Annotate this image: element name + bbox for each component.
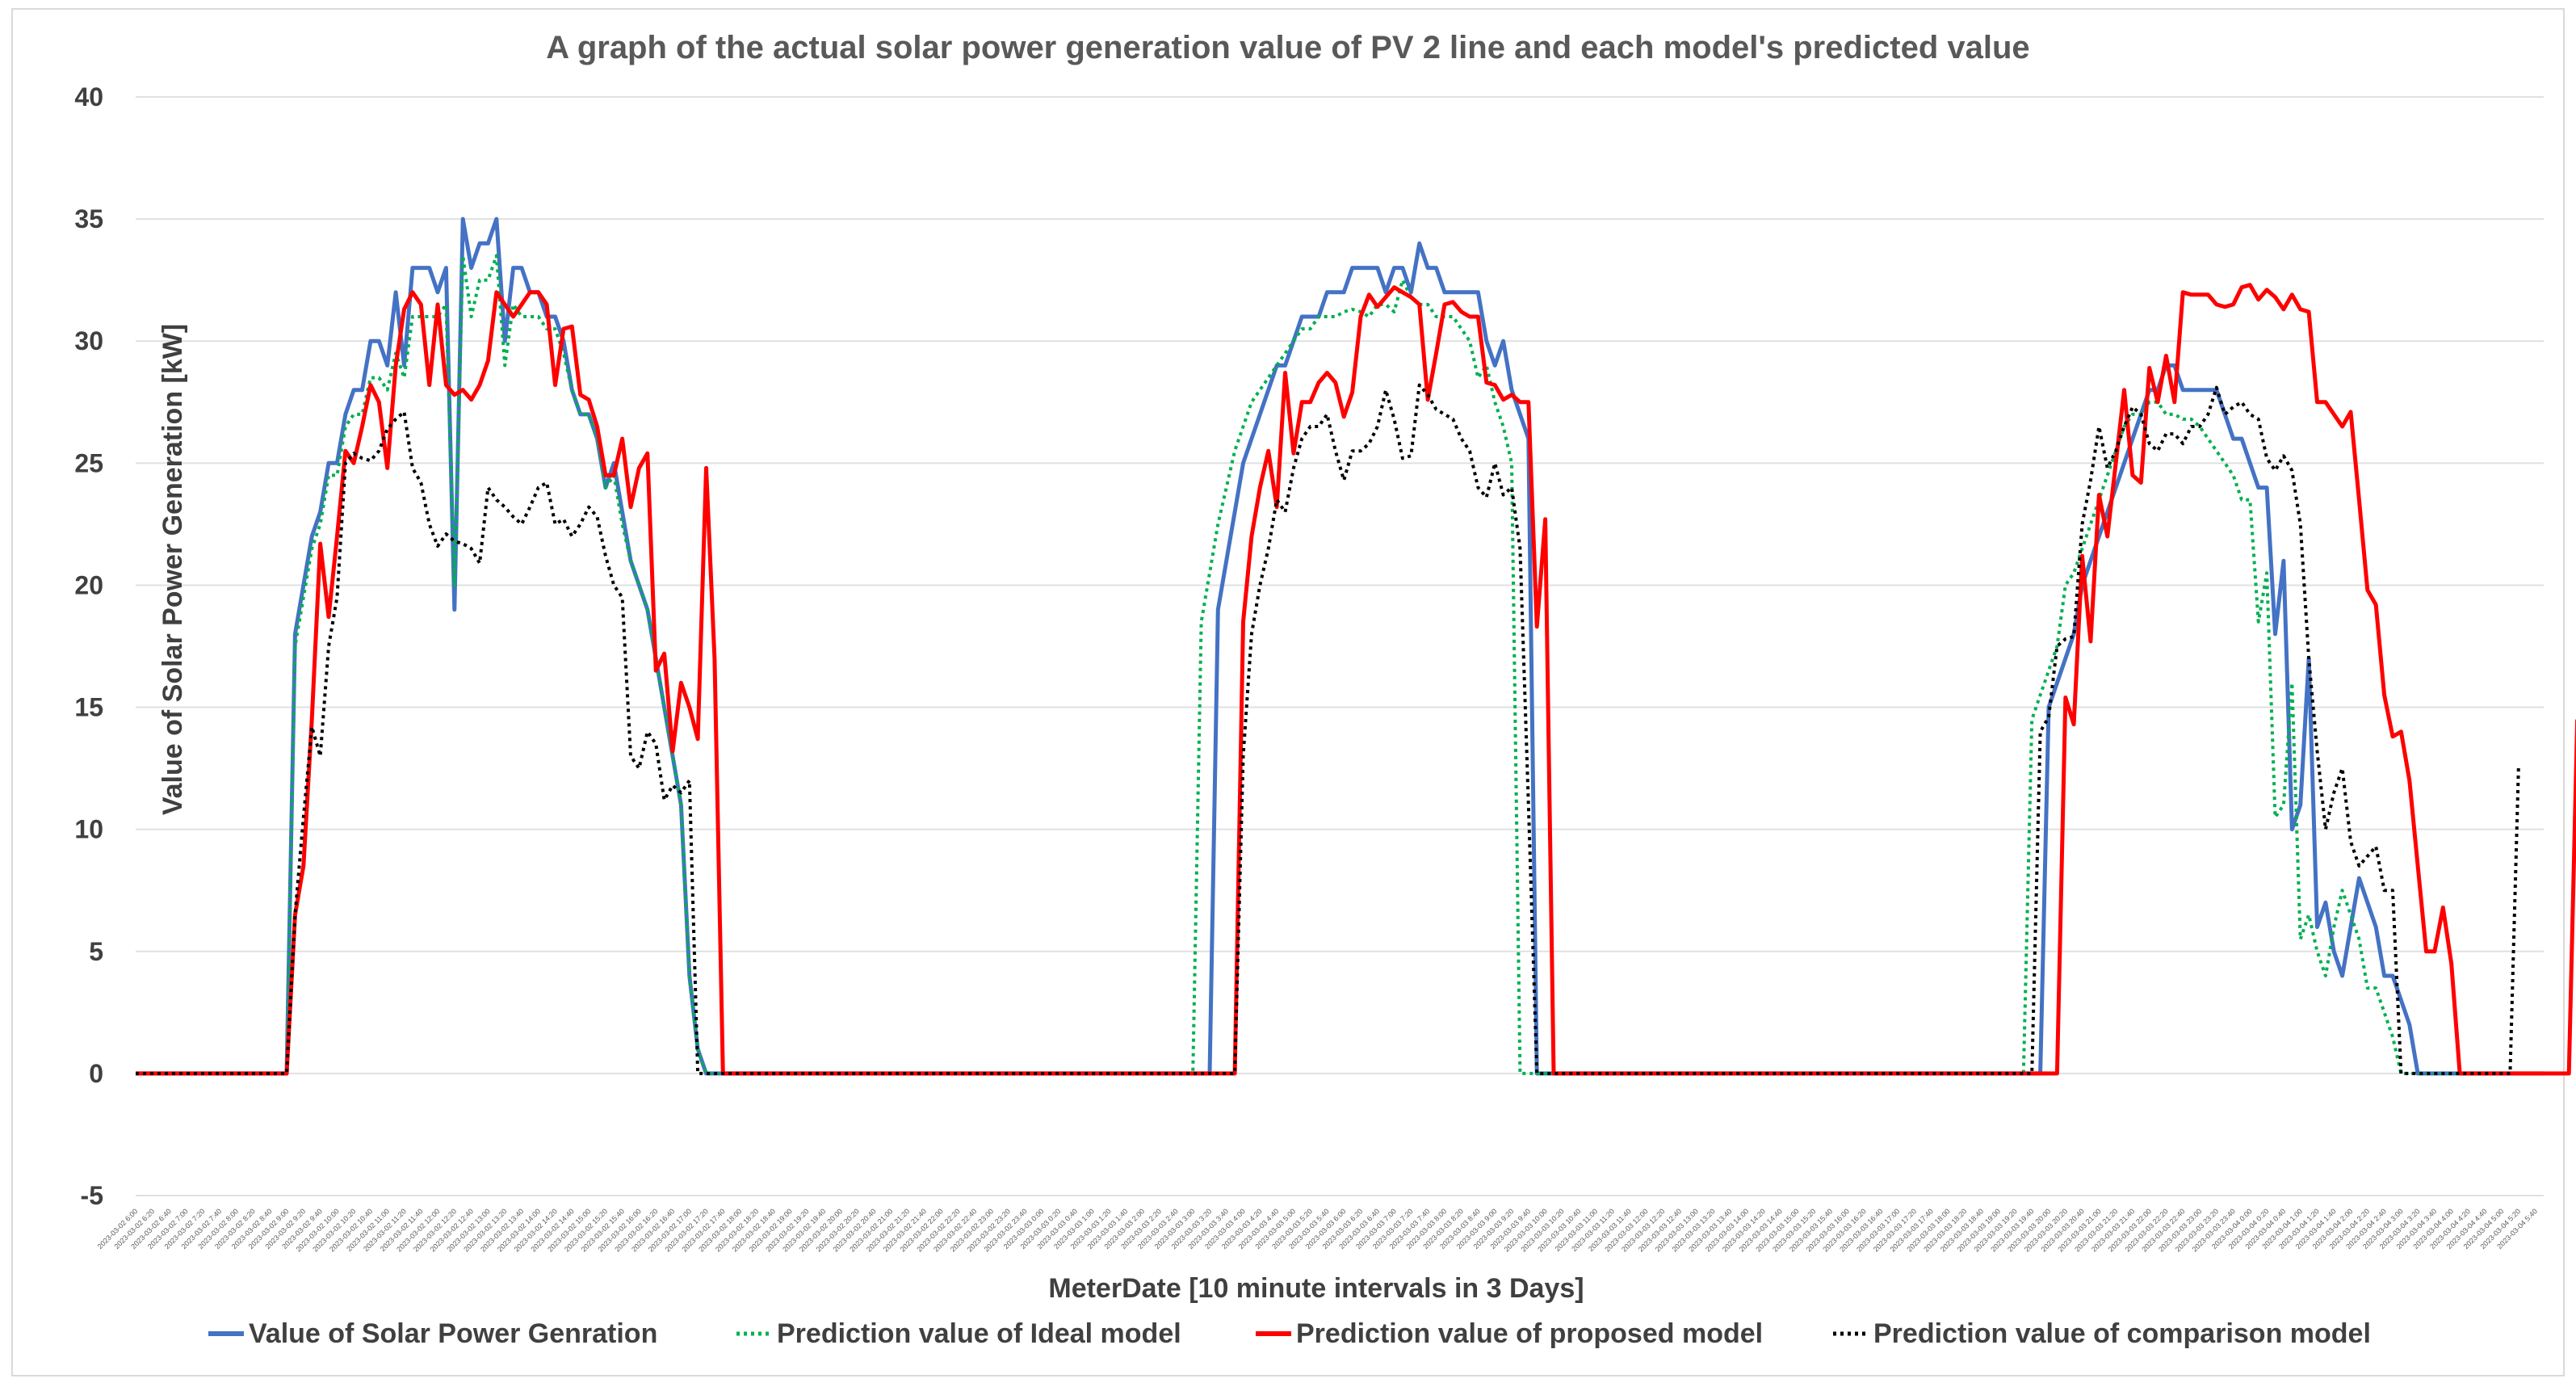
y-tick-label: 30: [74, 326, 103, 355]
chart-frame: [11, 8, 2565, 1376]
legend-label-4: Prediction value of comparison model: [1873, 1318, 2371, 1349]
chart-title: A graph of the actual solar power genera…: [546, 30, 2029, 65]
y-tick-label: 40: [74, 82, 103, 111]
gridlines: [136, 96, 2544, 1196]
y-axis-title: Value of Solar Power Generation [kW]: [157, 324, 188, 815]
x-axis-title: MeterDate [10 minute intervals in 3 Days…: [1048, 1273, 1584, 1304]
y-tick-label: 10: [74, 815, 103, 844]
y-tick-label: 0: [89, 1059, 103, 1088]
legend: Value of Solar Power Genration Prediction…: [208, 1318, 2371, 1349]
series-lines: [136, 216, 2576, 1076]
y-tick-label: 35: [74, 204, 103, 233]
legend-label-2: Prediction value of Ideal model: [777, 1318, 1181, 1349]
series-line-3: [136, 283, 2576, 1076]
series-line-1: [136, 216, 2544, 1076]
y-tick-label: 25: [74, 448, 103, 477]
series-line-4: [136, 383, 2520, 1075]
y-tick-label: 20: [74, 570, 103, 599]
legend-label-3: Prediction value of proposed model: [1296, 1318, 1763, 1349]
y-tick-label: 5: [89, 937, 103, 966]
y-tick-label: -5: [81, 1181, 103, 1210]
legend-label-1: Value of Solar Power Genration: [249, 1318, 657, 1349]
y-axis-ticks: -5 0 5 10 15 20 25 30 35 40: [74, 82, 103, 1210]
y-tick-label: 15: [74, 693, 103, 722]
